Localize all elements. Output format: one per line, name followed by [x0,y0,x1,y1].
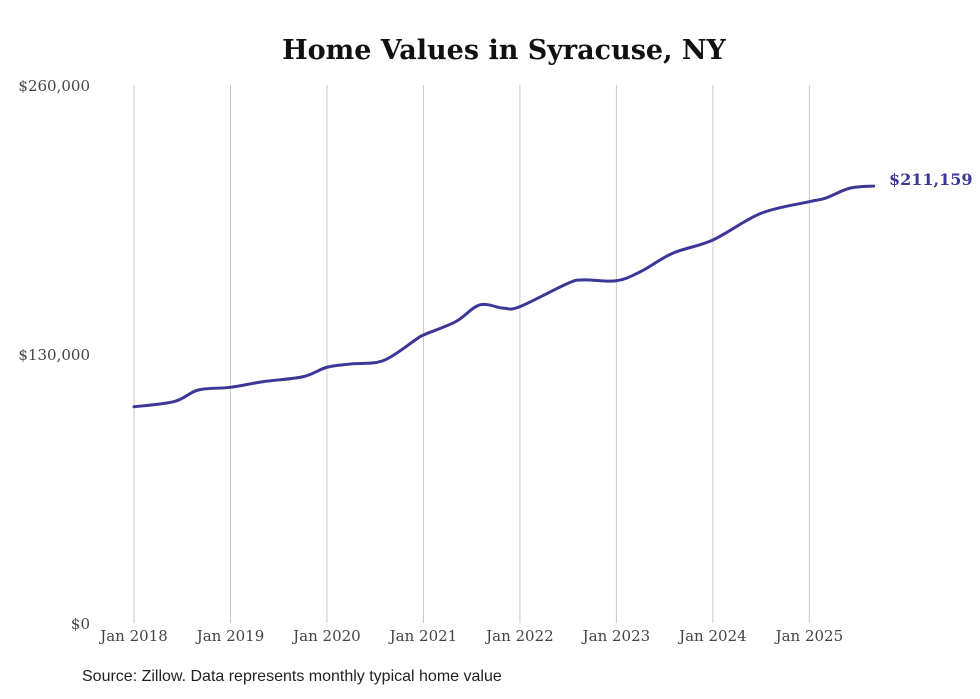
x-tick-label: Jan 2023 [581,627,651,645]
x-axis: Jan 2018 Jan 2019 Jan 2020 Jan 2021 Jan 2022… [98,627,843,645]
x-tick-label: Jan 2025 [774,627,844,645]
x-tick-label: Jan 2020 [291,627,361,645]
y-tick-label: $260,000 [18,77,90,95]
x-tick-label: Jan 2024 [677,627,747,645]
y-tick-label: $0 [71,615,90,633]
chart-title: Home Values in Syracuse, NY [282,35,726,66]
x-tick-label: Jan 2022 [484,627,554,645]
y-axis: $0 $130,000 $260,000 [18,77,90,633]
x-tick-label: Jan 2021 [388,627,458,645]
gridlines [133,85,810,623]
x-tick-label: Jan 2018 [98,627,168,645]
series-line [132,184,876,409]
y-tick-label: $130,000 [18,346,90,364]
end-value-label: $211,159 [889,170,973,189]
data-points [133,185,874,407]
x-tick-label: Jan 2019 [195,627,265,645]
source-note: Source: Zillow. Data represents monthly … [82,668,502,685]
